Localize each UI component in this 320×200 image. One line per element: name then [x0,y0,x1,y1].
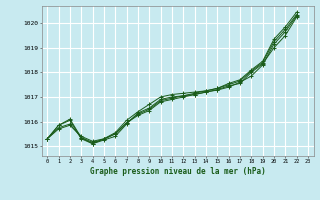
X-axis label: Graphe pression niveau de la mer (hPa): Graphe pression niveau de la mer (hPa) [90,167,266,176]
